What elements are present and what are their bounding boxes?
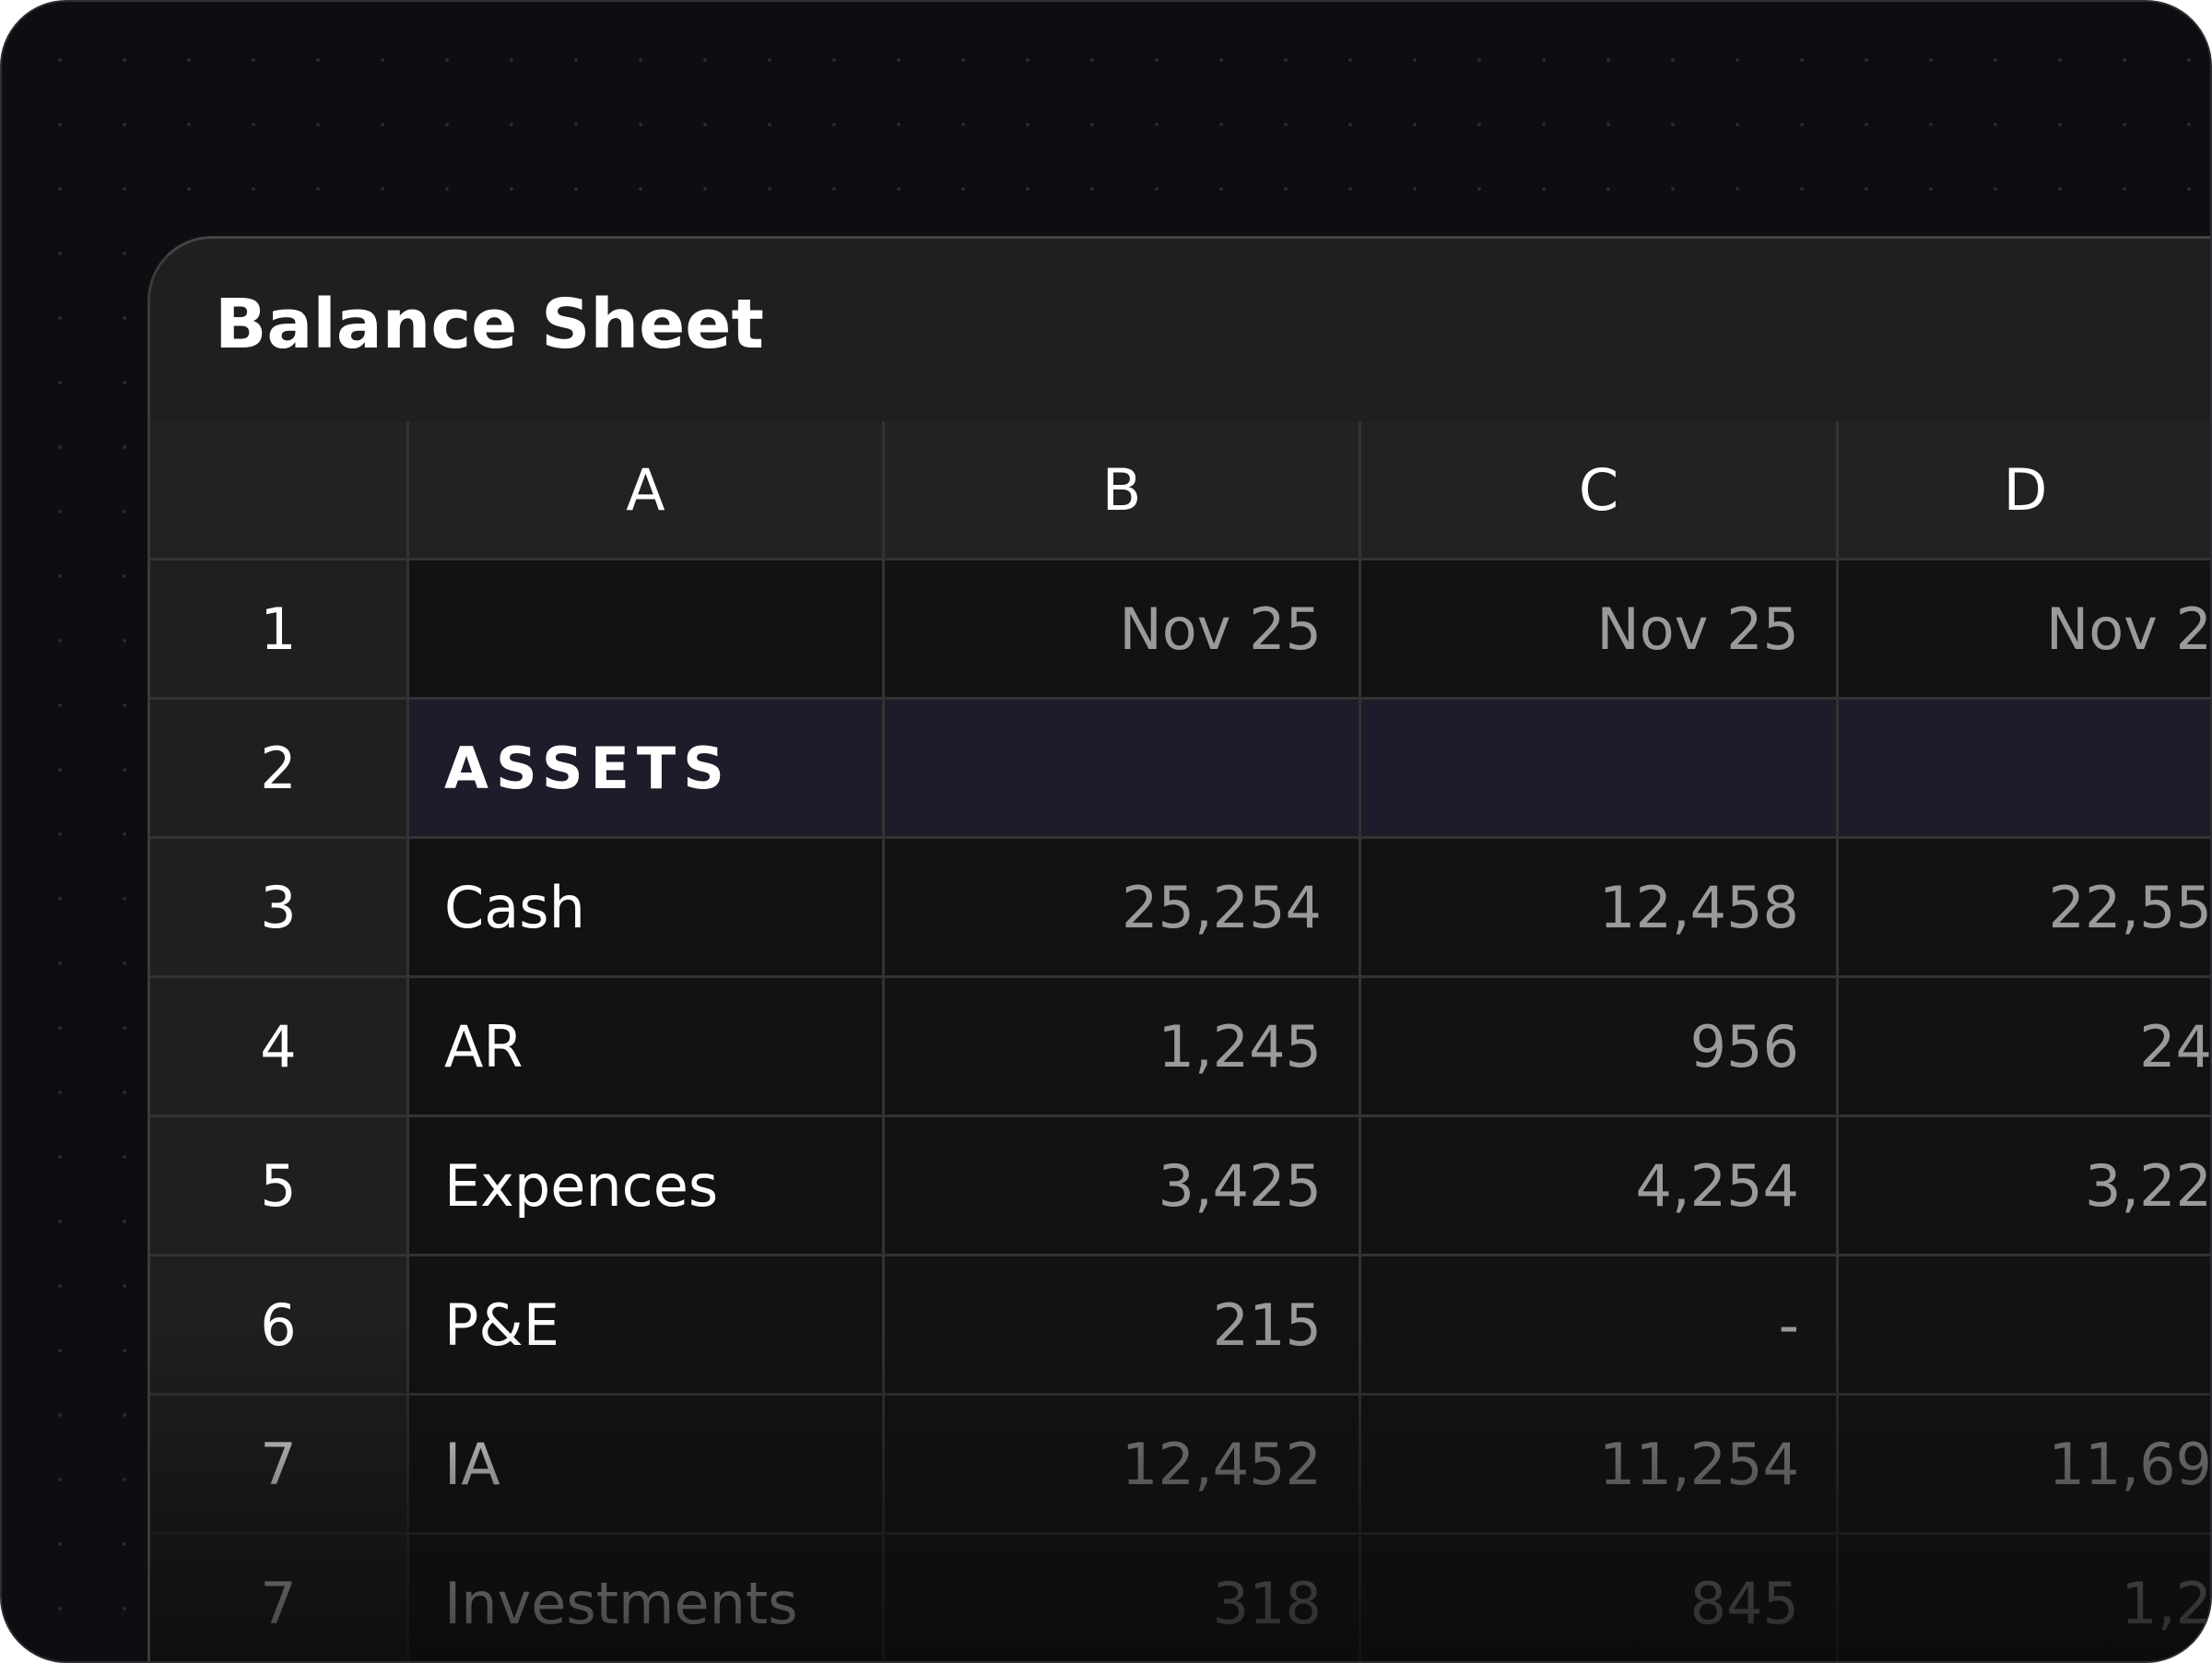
cell[interactable]: 25,254 — [885, 839, 1361, 978]
cell[interactable]: 12,452 — [885, 1396, 1361, 1535]
row-number[interactable]: 4 — [150, 978, 409, 1117]
cell[interactable]: 22,55 — [1839, 839, 2210, 978]
corner-cell — [150, 421, 409, 560]
row-number[interactable]: 6 — [150, 1256, 409, 1396]
cell[interactable]: 3,425 — [885, 1117, 1361, 1256]
spreadsheet-window: Balance Sheet A B C D 1 Nov 25 Nov 25 Nov 2 2 ASS… — [147, 236, 2210, 1661]
column-header[interactable]: B — [885, 421, 1361, 560]
cell[interactable]: 4,254 — [1361, 1117, 1839, 1256]
cell[interactable]: ASSETS — [409, 700, 885, 839]
cell[interactable]: 3,22 — [1839, 1117, 2210, 1256]
row-number[interactable]: 5 — [150, 1117, 409, 1256]
cell[interactable] — [1839, 700, 2210, 839]
cell[interactable] — [1839, 1256, 2210, 1396]
column-header[interactable]: D — [1839, 421, 2210, 560]
cell[interactable]: 24 — [1839, 978, 2210, 1117]
cell[interactable]: 12,458 — [1361, 839, 1839, 978]
row-number[interactable]: 7 — [150, 1535, 409, 1661]
cell[interactable]: Investments — [409, 1535, 885, 1661]
cell[interactable]: 956 — [1361, 978, 1839, 1117]
row-number[interactable]: 7 — [150, 1396, 409, 1535]
cell[interactable]: Nov 25 — [1361, 560, 1839, 700]
cell[interactable]: 1,2 — [1839, 1535, 2210, 1661]
row-number[interactable]: 1 — [150, 560, 409, 700]
column-header[interactable]: A — [409, 421, 885, 560]
column-header[interactable]: C — [1361, 421, 1839, 560]
cell[interactable]: 11,69 — [1839, 1396, 2210, 1535]
cell[interactable] — [409, 560, 885, 700]
cell[interactable]: IA — [409, 1396, 885, 1535]
sheet-title: Balance Sheet — [215, 285, 764, 364]
cell[interactable] — [1361, 700, 1839, 839]
cell[interactable]: 845 — [1361, 1535, 1839, 1661]
row-number[interactable]: 3 — [150, 839, 409, 978]
row-number[interactable]: 2 — [150, 700, 409, 839]
cell[interactable] — [885, 700, 1361, 839]
cell[interactable]: Cash — [409, 839, 885, 978]
cell[interactable]: P&E — [409, 1256, 885, 1396]
cell[interactable]: AR — [409, 978, 885, 1117]
cell[interactable]: - — [1361, 1256, 1839, 1396]
cell[interactable]: 1,245 — [885, 978, 1361, 1117]
cell[interactable]: 215 — [885, 1256, 1361, 1396]
cell[interactable]: Nov 25 — [885, 560, 1361, 700]
cell[interactable]: 318 — [885, 1535, 1361, 1661]
cell[interactable]: Expences — [409, 1117, 885, 1256]
cell[interactable]: Nov 2 — [1839, 560, 2210, 700]
cell[interactable]: 11,254 — [1361, 1396, 1839, 1535]
